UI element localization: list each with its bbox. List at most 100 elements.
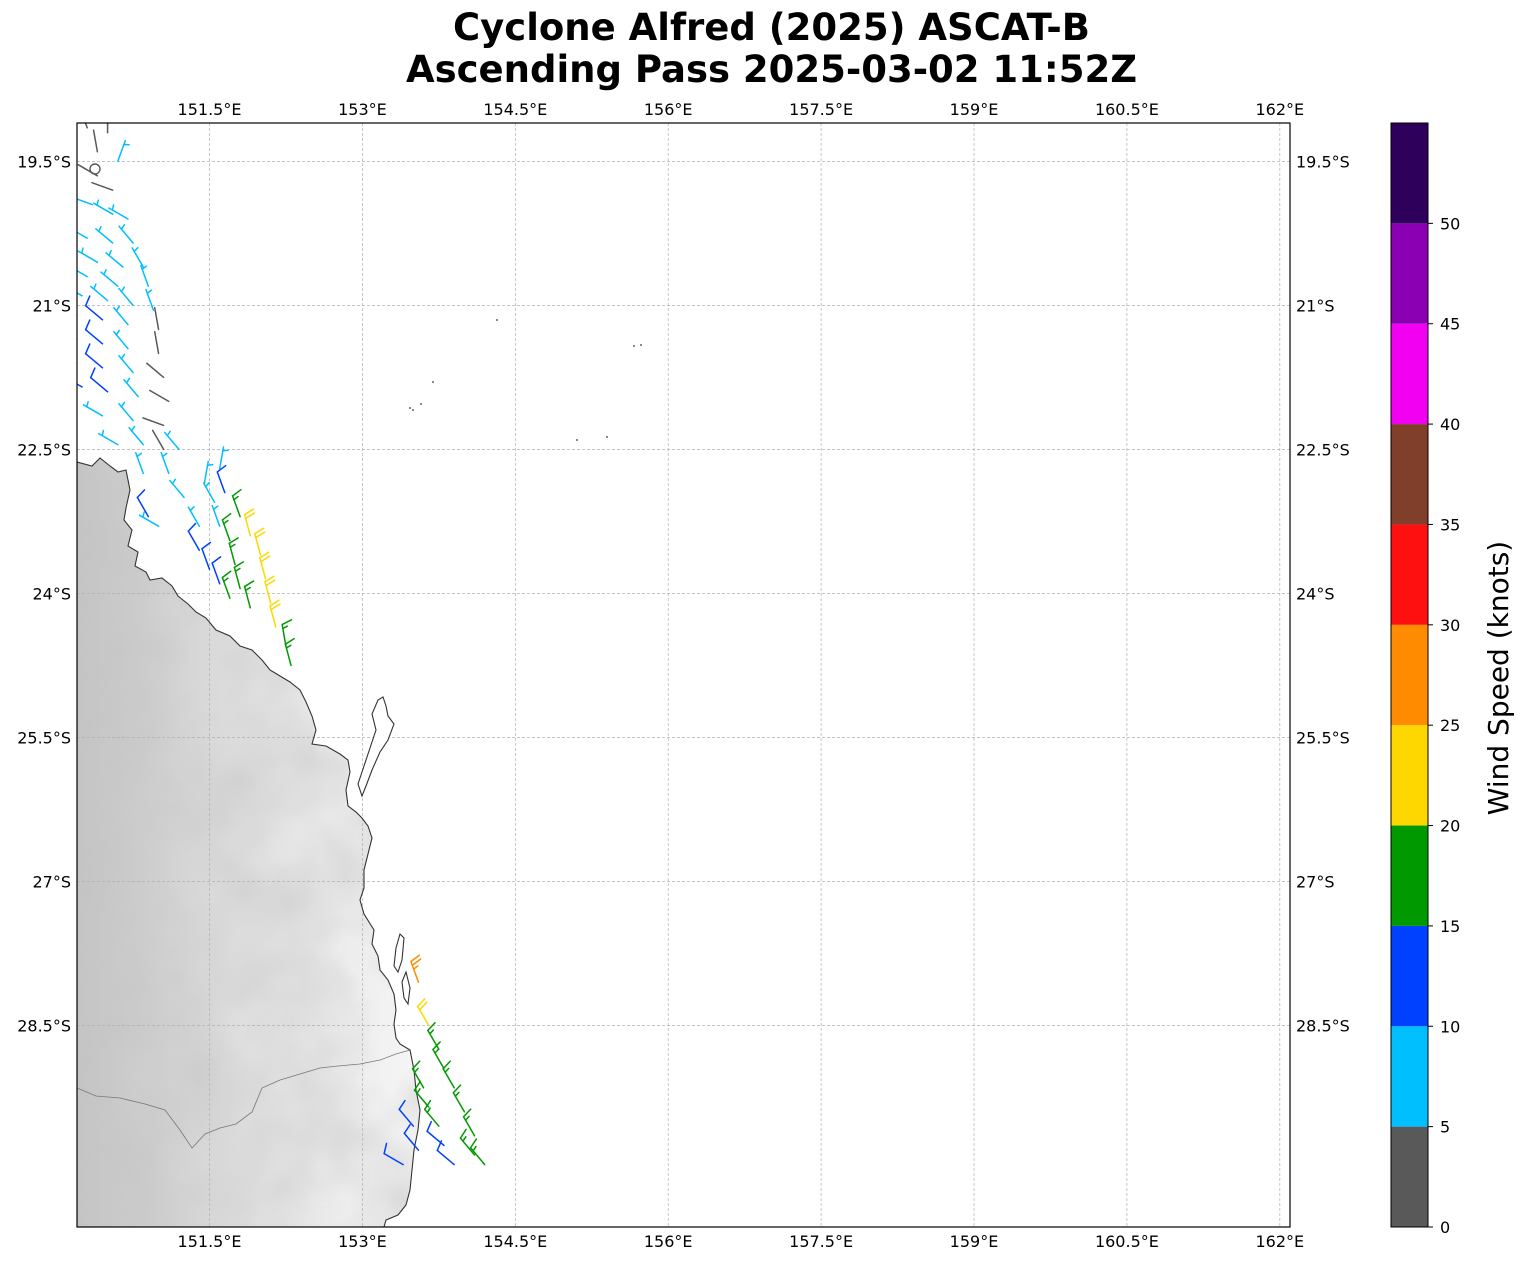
barb-full-flag [281, 619, 293, 626]
lon-tick-label-bottom: 162°E [1255, 1232, 1304, 1251]
barb-staff [77, 338, 78, 340]
barb-half-flag [434, 1048, 440, 1054]
calm-wind-marker [89, 163, 101, 175]
barb-staff [84, 304, 104, 321]
wind-barb [462, 1108, 476, 1137]
wind-barb [123, 377, 139, 398]
barb-full-flag [233, 561, 245, 569]
colorbar-tick-label: 25 [1440, 716, 1460, 735]
wind-barb [89, 283, 109, 302]
barb-full-flag [89, 367, 96, 379]
barb-half-flag [61, 243, 62, 248]
wind-barb [284, 637, 295, 667]
wind-barb [216, 464, 227, 494]
barb-staff [403, 1132, 420, 1151]
barb-full-flag [462, 1108, 472, 1118]
wind-barb [398, 1099, 415, 1127]
coral-sea-islets [409, 319, 642, 441]
barb-full-flag [442, 1060, 452, 1070]
colorbar-segment [1391, 323, 1428, 425]
wind-barb [89, 367, 109, 393]
title-line-2: Ascending Pass 2025-03-02 11:52Z [405, 48, 1138, 91]
wind-barb [153, 330, 160, 355]
barb-half-flag [115, 305, 121, 312]
wind-barb [77, 415, 78, 417]
wind-barb [118, 224, 134, 244]
wind-barb [221, 570, 232, 599]
barb-full-flag [411, 958, 422, 967]
barb-half-flag [166, 430, 171, 437]
colorbar-segment [1391, 524, 1428, 625]
barb-full-flag [264, 575, 275, 583]
barb-staff [77, 223, 78, 225]
wind-barb [84, 295, 104, 321]
barb-full-flag [413, 1080, 422, 1091]
wind-barb [117, 139, 130, 163]
lon-tick-label-bottom: 160.5°E [1095, 1232, 1159, 1251]
wind-barb [459, 1128, 476, 1156]
wind-barb [118, 353, 134, 374]
barb-half-flag [103, 269, 107, 276]
barb-half-flag [234, 567, 241, 572]
colorbar-tick-label: 45 [1440, 315, 1460, 334]
barb-half-flag [429, 1029, 435, 1035]
wind-barb [146, 362, 165, 379]
barb-staff [136, 496, 150, 518]
wind-barb [211, 504, 221, 527]
barb-half-flag [67, 282, 68, 287]
wind-barb [128, 425, 145, 446]
islet-dot [420, 403, 422, 405]
wind-barb [259, 551, 271, 580]
barb-full-flag [259, 551, 270, 559]
wind-barb [452, 1084, 466, 1113]
lon-tick-label-bottom: 153°E [338, 1232, 387, 1251]
barb-full-flag [228, 537, 239, 545]
barb-half-flag [472, 1145, 477, 1152]
lon-tick-label-top: 154.5°E [483, 100, 547, 119]
barb-half-flag [115, 329, 121, 336]
islet-dot [606, 436, 608, 438]
wind-barb [410, 954, 422, 983]
lon-tick-label-top: 162°E [1255, 100, 1304, 119]
barb-staff [84, 352, 104, 369]
lat-tick-label-right: 27°S [1296, 872, 1335, 891]
colorbar-tick-label: 15 [1440, 917, 1460, 936]
colorbar-segment [1391, 825, 1428, 926]
wind-barb [221, 512, 232, 542]
barb-staff [77, 256, 78, 259]
barb-half-flag [244, 586, 251, 592]
barb-half-flag [120, 286, 126, 293]
colorbar-segments [1391, 123, 1428, 1227]
barb-staff [398, 1108, 415, 1127]
barb-half-flag [120, 353, 126, 360]
barb-staff [148, 389, 170, 403]
barb-full-flag [436, 1140, 443, 1152]
wind-barb [231, 488, 242, 518]
barb-staff [436, 1149, 455, 1166]
graticule [77, 123, 1290, 1227]
colorbar-segment [1391, 925, 1428, 1027]
islet-dot [640, 344, 642, 346]
barb-half-flag [426, 1107, 431, 1114]
barb-full-flag [403, 1123, 411, 1135]
lon-tick-label-top: 153°E [338, 100, 387, 119]
wind-barb [243, 508, 256, 537]
wind-barb [211, 556, 222, 585]
barb-half-flag [142, 511, 145, 518]
barb-staff [153, 330, 160, 355]
wind-barb [67, 282, 83, 297]
lon-tick-label-bottom: 154.5°E [483, 1232, 547, 1251]
barb-full-flag [459, 1128, 467, 1139]
wind-barb [77, 198, 94, 206]
barb-half-flag [161, 452, 168, 458]
colorbar-tick-label: 10 [1440, 1017, 1460, 1036]
barb-full-flag [469, 1138, 478, 1149]
axis-labels: 151.5°E 151.5°E 153°E 153°E 154.5°E 154.5°E 15… [17, 100, 1350, 1251]
colorbar-segment [1391, 1126, 1428, 1227]
lon-tick-label-bottom: 156°E [644, 1232, 693, 1251]
wind-barb [77, 247, 99, 263]
barb-half-flag [454, 1091, 460, 1097]
wind-barb [164, 430, 180, 451]
barb-staff [201, 547, 211, 571]
